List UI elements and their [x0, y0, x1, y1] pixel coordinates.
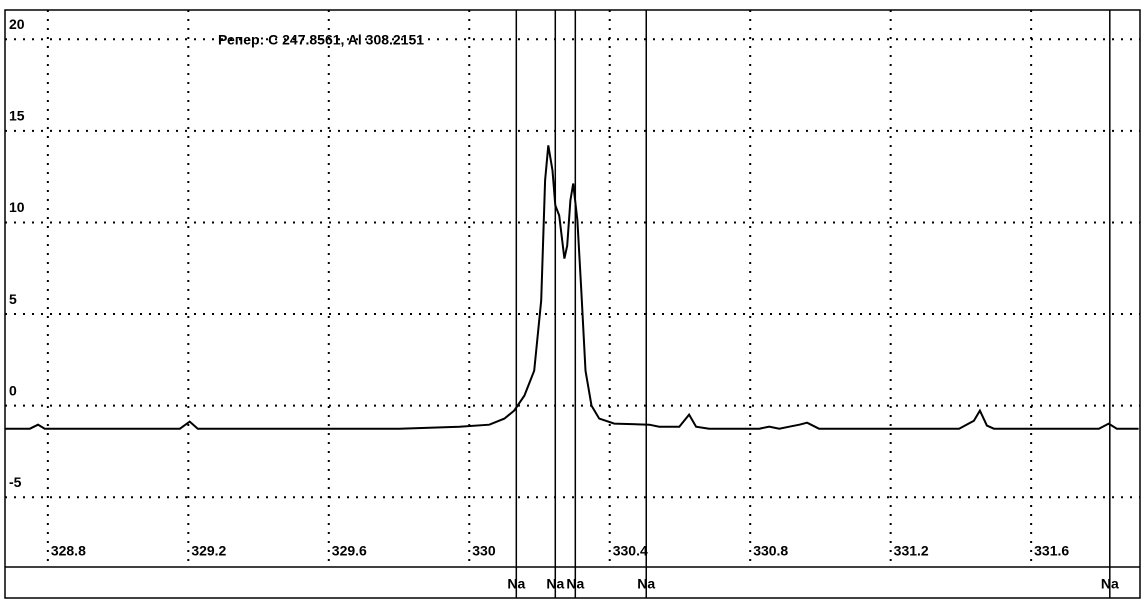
- y-tick-label: 5: [9, 291, 17, 307]
- marker-label: Na: [507, 576, 525, 592]
- x-tick-label: 329.6: [332, 543, 367, 559]
- x-tick-label: 328.8: [51, 543, 86, 559]
- x-tick-label: 329.2: [191, 543, 226, 559]
- frame: [4, 9, 1141, 599]
- marker-label: Na: [1101, 576, 1119, 592]
- x-tick-label: 330.4: [613, 543, 648, 559]
- marker-label: Na: [637, 576, 655, 592]
- y-tick-label: 10: [9, 199, 25, 215]
- x-tick-label: 331.6: [1034, 543, 1069, 559]
- x-tick-label: 330.8: [753, 543, 788, 559]
- y-tick-label: 20: [9, 16, 25, 32]
- y-tick-label: 0: [9, 382, 17, 398]
- spectrum-line: [5, 145, 1139, 430]
- marker-label: Na: [566, 576, 584, 592]
- y-tick-label: -5: [9, 474, 22, 490]
- x-tick-label: 330: [472, 543, 496, 559]
- marker-label: Na: [546, 576, 564, 592]
- y-tick-label: 15: [9, 108, 25, 124]
- x-tick-label: 331.2: [894, 543, 929, 559]
